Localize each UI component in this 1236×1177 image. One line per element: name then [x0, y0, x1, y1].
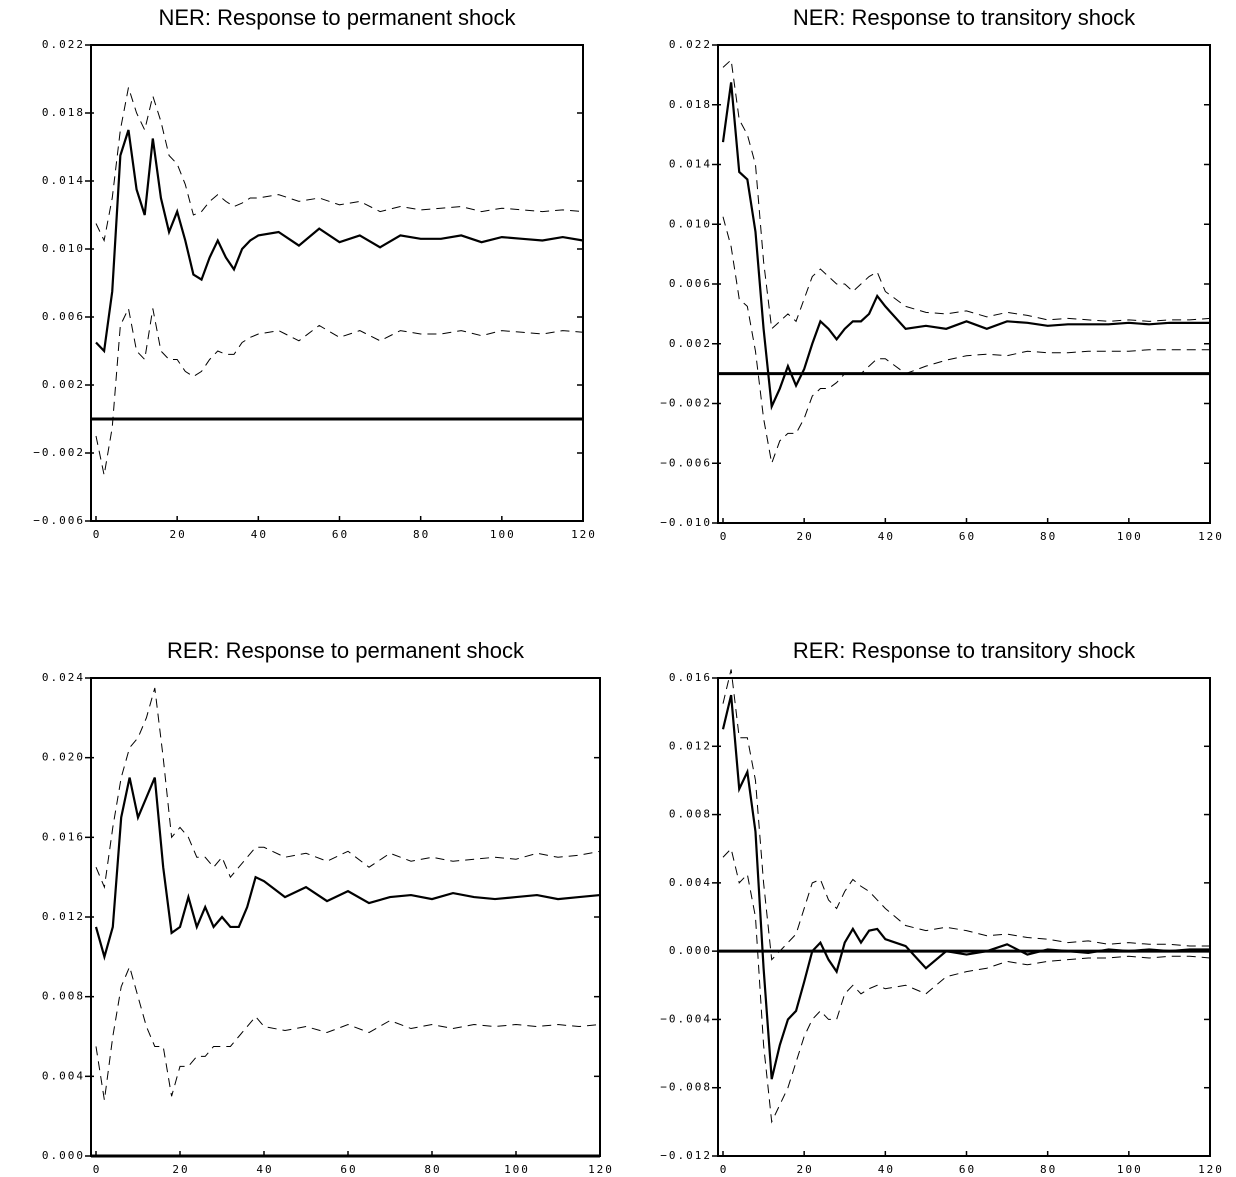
x-tick-label: 80 — [1040, 1163, 1057, 1176]
x-tick-label: 120 — [1198, 1163, 1224, 1176]
plot-frame — [717, 44, 1211, 524]
x-tick-label: 60 — [959, 1163, 976, 1176]
x-tick-label: 20 — [170, 528, 187, 541]
y-tick-label: −0.012 — [660, 1149, 712, 1162]
chart-title: RER: Response to transitory shock — [793, 638, 1136, 663]
x-tick-label: 100 — [1117, 530, 1143, 543]
y-tick-label: 0.004 — [42, 1069, 85, 1082]
confidence-band — [722, 669, 1210, 961]
confidence-band — [722, 216, 1210, 466]
confidence-band — [95, 306, 584, 476]
chart-title: RER: Response to permanent shock — [167, 638, 525, 663]
y-tick-label: −0.010 — [660, 516, 712, 529]
plot-frame — [90, 677, 601, 1157]
response-line — [721, 694, 1210, 1080]
y-tick-label: 0.014 — [669, 158, 712, 171]
response-line — [94, 777, 601, 961]
plot-frame — [717, 677, 1211, 1157]
y-tick-label: 0.024 — [42, 671, 85, 684]
chart-title: NER: Response to permanent shock — [158, 5, 516, 30]
y-tick-label: 0.014 — [42, 174, 85, 187]
x-tick-label: 60 — [959, 530, 976, 543]
chart-title: NER: Response to transitory shock — [793, 5, 1136, 30]
y-tick-label: 0.008 — [669, 808, 712, 821]
y-tick-label: 0.004 — [669, 876, 712, 889]
y-tick-label: 0.010 — [669, 217, 712, 230]
y-tick-label: 0.002 — [42, 378, 85, 391]
y-tick-label: 0.008 — [42, 990, 85, 1003]
y-tick-label: 0.016 — [42, 830, 85, 843]
y-tick-label: 0.022 — [669, 38, 712, 51]
x-tick-label: 100 — [1117, 1163, 1143, 1176]
x-tick-label: 120 — [1198, 530, 1224, 543]
x-tick-label: 0 — [93, 1163, 102, 1176]
x-tick-label: 60 — [340, 1163, 357, 1176]
x-tick-label: 40 — [878, 1163, 895, 1176]
y-tick-label: 0.020 — [42, 751, 85, 764]
x-tick-label: 0 — [720, 530, 729, 543]
y-tick-label: 0.002 — [669, 337, 712, 350]
x-tick-label: 0 — [93, 528, 102, 541]
x-tick-label: 40 — [878, 530, 895, 543]
y-tick-label: −0.004 — [660, 1012, 712, 1025]
x-tick-label: 120 — [588, 1163, 614, 1176]
x-tick-label: 60 — [332, 528, 349, 541]
y-tick-label: −0.002 — [660, 397, 712, 410]
response-line — [95, 129, 584, 354]
x-tick-label: 0 — [720, 1163, 729, 1176]
x-tick-label: 80 — [424, 1163, 441, 1176]
y-tick-label: 0.006 — [42, 310, 85, 323]
y-tick-label: 0.018 — [669, 98, 712, 111]
y-tick-label: 0.016 — [669, 671, 712, 684]
y-tick-label: 0.000 — [42, 1149, 85, 1162]
confidence-band — [722, 58, 1211, 330]
response-line — [721, 82, 1210, 411]
x-tick-label: 20 — [797, 530, 814, 543]
y-tick-label: −0.006 — [33, 514, 85, 527]
y-tick-label: 0.000 — [669, 944, 712, 957]
y-tick-label: 0.018 — [42, 106, 85, 119]
x-tick-label: 80 — [1040, 530, 1057, 543]
confidence-band — [95, 965, 601, 1101]
y-tick-label: −0.006 — [660, 456, 712, 469]
y-tick-label: 0.006 — [669, 277, 712, 290]
confidence-band — [95, 687, 601, 889]
x-tick-label: 20 — [172, 1163, 189, 1176]
confidence-band — [95, 87, 584, 243]
x-tick-label: 80 — [413, 528, 430, 541]
y-tick-label: −0.002 — [33, 446, 85, 459]
y-tick-label: 0.010 — [42, 242, 85, 255]
y-tick-label: −0.008 — [660, 1081, 712, 1094]
x-tick-label: 120 — [571, 528, 597, 541]
x-tick-label: 40 — [256, 1163, 273, 1176]
confidence-band — [722, 847, 1211, 1124]
plot-frame — [90, 44, 584, 522]
x-tick-label: 20 — [797, 1163, 814, 1176]
x-tick-label: 100 — [490, 528, 516, 541]
y-tick-label: 0.012 — [42, 910, 85, 923]
y-tick-label: 0.022 — [42, 38, 85, 51]
x-tick-label: 40 — [251, 528, 268, 541]
y-tick-label: 0.012 — [669, 739, 712, 752]
x-tick-label: 100 — [504, 1163, 530, 1176]
